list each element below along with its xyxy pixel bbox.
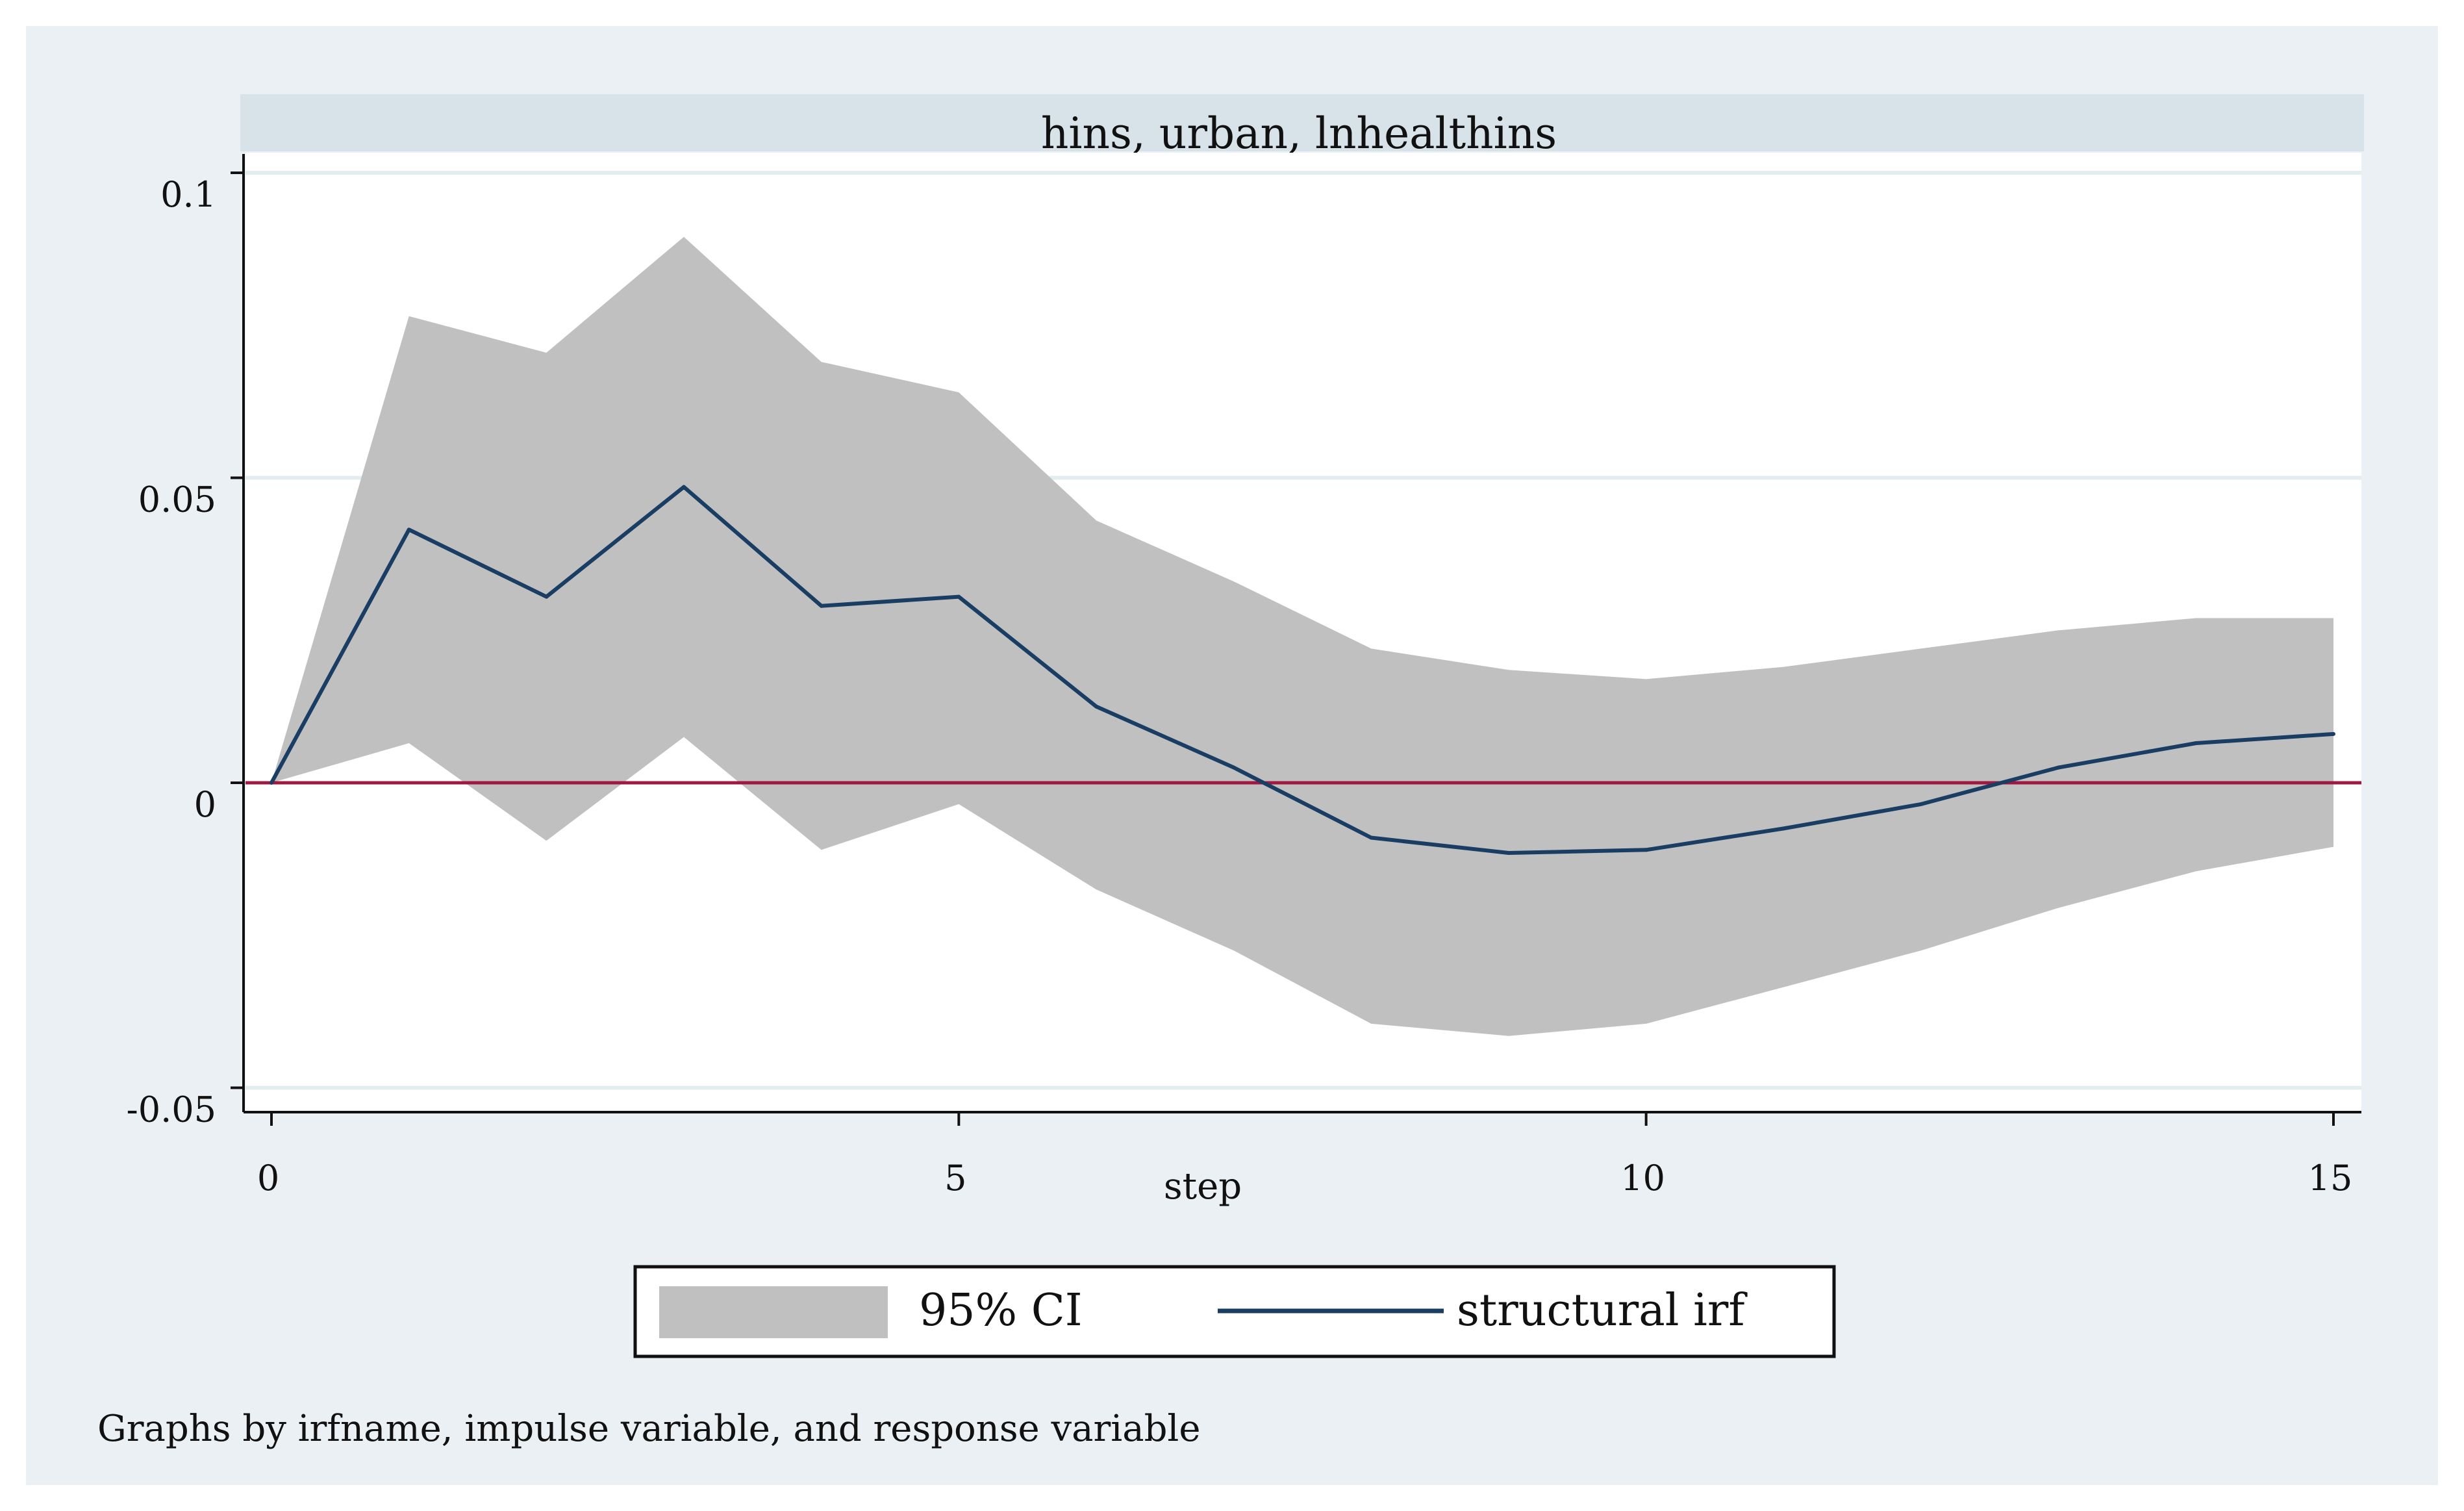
y-tick-label: -0.05 — [127, 1089, 216, 1130]
irf-point — [1369, 835, 1374, 840]
legend-swatch-ci — [659, 1286, 888, 1338]
y-tick-label: 0 — [194, 784, 216, 825]
subplot-title: hins, urban, lnhealthins — [1041, 108, 1557, 159]
irf-point — [819, 603, 823, 608]
x-tick-label: 5 — [944, 1158, 966, 1199]
y-tick-label: 0.1 — [160, 174, 216, 215]
irf-point — [407, 527, 411, 532]
irf-point — [1644, 848, 1648, 852]
ci-band — [271, 236, 2333, 1036]
irf-point — [682, 485, 686, 489]
irf-line — [270, 485, 2334, 855]
x-axis-ticks: 0 5 10 15 — [257, 1112, 2353, 1199]
irf-point — [2332, 731, 2335, 736]
irf-point — [270, 781, 273, 785]
irf-point — [2194, 741, 2198, 745]
irf-point — [957, 594, 961, 599]
x-tick-label: 0 — [257, 1158, 279, 1199]
legend: 95% CI structural irf — [633, 1265, 1836, 1358]
irf-point — [1094, 704, 1098, 709]
irf-point — [1781, 826, 1786, 831]
irf-point — [1919, 802, 1923, 806]
legend-label-ci: 95% CI — [919, 1285, 1083, 1336]
y-tick-label: 0.05 — [138, 479, 216, 520]
x-tick-label: 15 — [2308, 1158, 2353, 1199]
irf-point — [1231, 765, 1236, 770]
y-axis-ticks: -0.05 0 0.05 0.1 — [127, 171, 244, 1130]
legend-label-irf: structural irf — [1457, 1285, 1748, 1336]
subplot-title-strip — [240, 94, 2364, 151]
x-axis-label: step — [1164, 1165, 1242, 1208]
graph-note: Graphs by irfname, impulse variable, and… — [97, 1408, 1200, 1450]
x-tick-label: 10 — [1620, 1158, 1665, 1199]
irf-point — [2056, 765, 2061, 770]
irf-point — [544, 594, 549, 599]
irf-point — [1507, 850, 1511, 855]
irf-points — [270, 485, 2335, 855]
